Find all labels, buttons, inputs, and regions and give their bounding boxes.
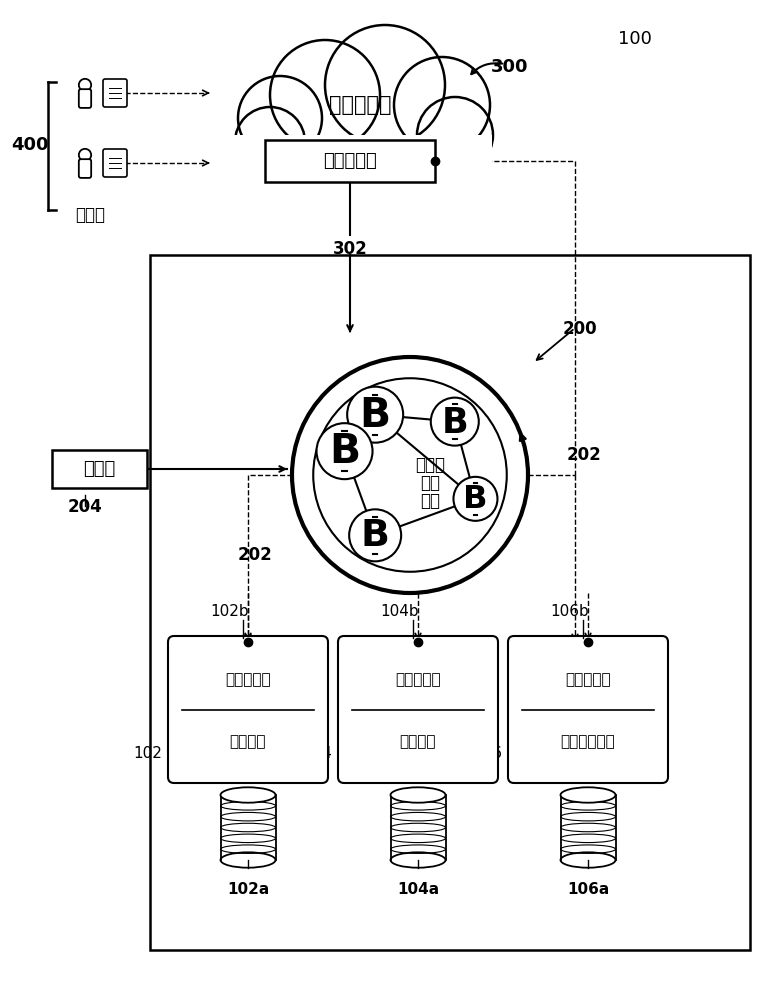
- Text: 204: 204: [68, 498, 102, 516]
- Text: 存储系统: 存储系统: [400, 734, 437, 749]
- Text: B: B: [441, 406, 468, 440]
- Circle shape: [417, 97, 493, 173]
- Circle shape: [325, 25, 445, 145]
- Circle shape: [313, 378, 507, 572]
- Circle shape: [349, 509, 401, 561]
- Ellipse shape: [220, 852, 276, 868]
- Bar: [150, 255, 750, 950]
- Circle shape: [431, 398, 479, 446]
- Text: B: B: [463, 484, 487, 515]
- Text: 106a: 106a: [567, 882, 609, 897]
- FancyBboxPatch shape: [79, 89, 91, 108]
- Text: 102a: 102a: [226, 882, 269, 897]
- Ellipse shape: [390, 787, 445, 803]
- Text: B: B: [359, 396, 390, 436]
- Text: 202: 202: [237, 546, 273, 564]
- Text: 数据管理系统: 数据管理系统: [561, 734, 615, 749]
- Bar: [230, 110, 490, 190]
- FancyBboxPatch shape: [79, 159, 91, 178]
- FancyBboxPatch shape: [103, 79, 127, 107]
- Text: 区块链扩展: 区块链扩展: [225, 672, 271, 687]
- Text: 100: 100: [618, 30, 652, 48]
- Bar: [228, 135, 492, 195]
- Circle shape: [394, 57, 490, 153]
- FancyBboxPatch shape: [338, 636, 498, 783]
- Text: 审计云服务: 审计云服务: [329, 95, 391, 115]
- FancyBboxPatch shape: [265, 140, 435, 182]
- Text: 审计员: 审计员: [75, 206, 105, 224]
- FancyBboxPatch shape: [508, 636, 668, 783]
- Circle shape: [238, 76, 322, 160]
- Text: 300: 300: [491, 58, 529, 76]
- Text: 区块链扩展: 区块链扩展: [395, 672, 440, 687]
- Circle shape: [79, 149, 91, 161]
- Ellipse shape: [561, 787, 615, 803]
- Text: B: B: [329, 432, 360, 472]
- Text: 网络: 网络: [420, 492, 440, 510]
- FancyBboxPatch shape: [103, 149, 127, 177]
- Circle shape: [79, 79, 91, 91]
- Text: 106b: 106b: [551, 604, 590, 619]
- Text: 区块链扩展: 区块链扩展: [565, 672, 611, 687]
- Text: 106: 106: [473, 746, 502, 760]
- Circle shape: [235, 107, 305, 177]
- Text: 区块链: 区块链: [415, 456, 445, 474]
- Ellipse shape: [390, 852, 445, 868]
- Text: 104a: 104a: [397, 882, 439, 897]
- Ellipse shape: [220, 787, 276, 803]
- Text: 102: 102: [133, 746, 162, 760]
- Ellipse shape: [561, 852, 615, 868]
- Circle shape: [270, 40, 380, 150]
- Circle shape: [292, 357, 528, 593]
- Text: B: B: [361, 518, 390, 554]
- Circle shape: [348, 387, 403, 443]
- Text: 102b: 102b: [211, 604, 249, 619]
- Text: 区块链节点: 区块链节点: [323, 152, 377, 170]
- Text: 104: 104: [303, 746, 332, 760]
- FancyBboxPatch shape: [168, 636, 328, 783]
- Text: 200: 200: [562, 320, 597, 338]
- FancyBboxPatch shape: [52, 450, 147, 488]
- Text: 202: 202: [567, 446, 601, 464]
- Text: 302: 302: [333, 240, 367, 258]
- Text: 400: 400: [11, 136, 48, 154]
- Text: 备份系统: 备份系统: [230, 734, 266, 749]
- Text: 管理员: 管理员: [84, 460, 116, 478]
- Circle shape: [454, 477, 497, 521]
- Text: 企业: 企业: [420, 474, 440, 492]
- Circle shape: [316, 423, 373, 479]
- Text: 104b: 104b: [380, 604, 419, 619]
